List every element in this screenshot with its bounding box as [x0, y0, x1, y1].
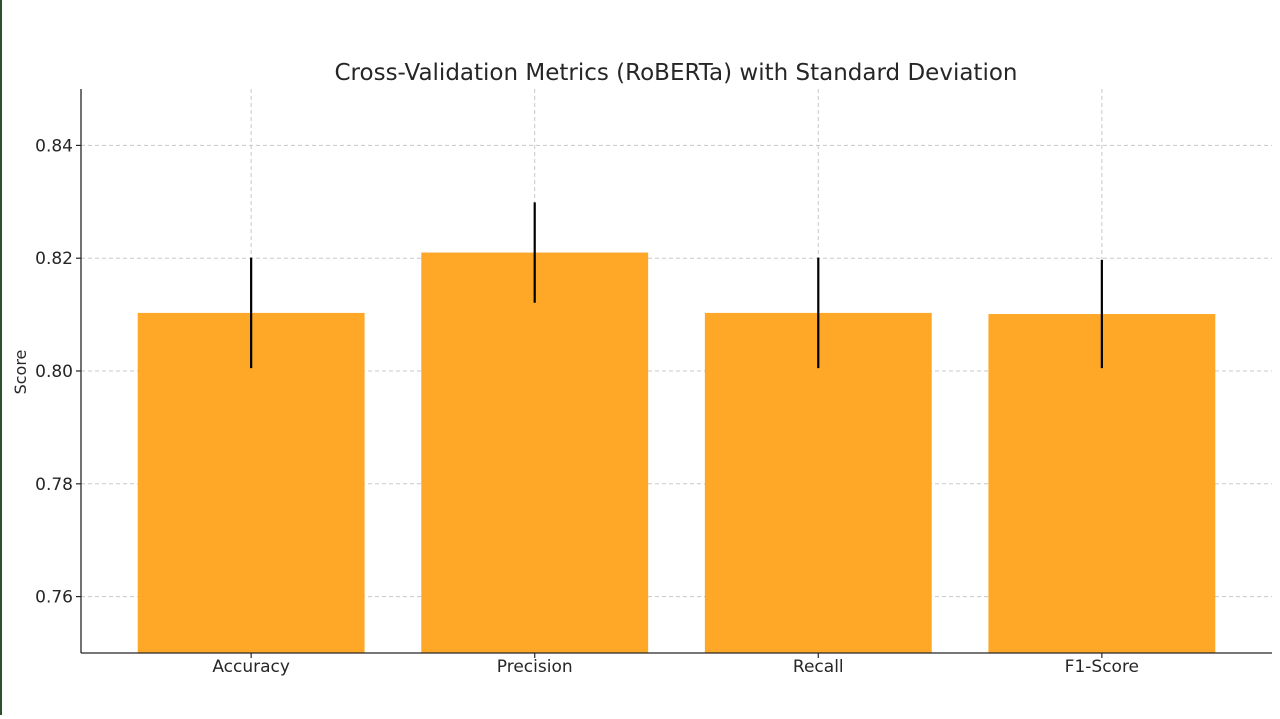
tick-labels: 0.76 0.78 0.80 0.82 0.84 Accuracy Precision Rec… [35, 136, 1139, 677]
y-tick-label: 0.84 [35, 136, 73, 156]
x-tick-label: Precision [497, 657, 573, 677]
error-bars [250, 202, 1103, 369]
bar-recall [704, 312, 932, 653]
bars [137, 252, 1216, 653]
x-tick-label: Accuracy [212, 657, 290, 677]
y-tick-label: 0.76 [35, 588, 73, 608]
chart-title: Cross-Validation Metrics (RoBERTa) with … [335, 60, 1018, 86]
window-edge [0, 0, 2, 715]
y-tick-label: 0.78 [35, 475, 73, 495]
bar-f1-score [988, 314, 1216, 653]
x-tick-label: Recall [793, 657, 844, 677]
axes [76, 89, 1272, 658]
bar-accuracy [137, 312, 365, 653]
y-tick-label: 0.82 [35, 249, 73, 269]
bar-precision [421, 252, 649, 653]
y-axis-label: Score [11, 350, 30, 395]
y-tick-label: 0.80 [35, 362, 73, 382]
x-tick-label: F1-Score [1065, 657, 1139, 677]
